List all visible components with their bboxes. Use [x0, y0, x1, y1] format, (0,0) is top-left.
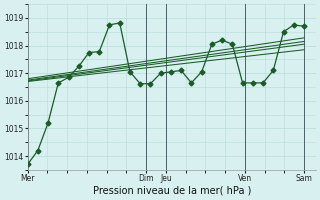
X-axis label: Pression niveau de la mer( hPa ): Pression niveau de la mer( hPa ): [92, 186, 251, 196]
